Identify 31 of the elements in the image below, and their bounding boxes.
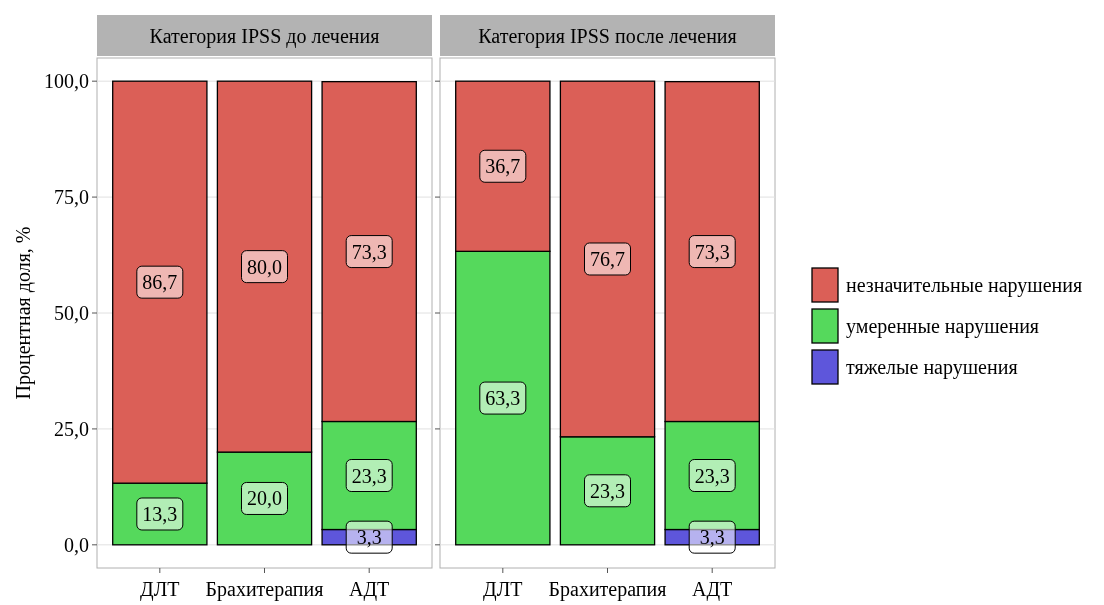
data-label: 23,3 (351, 464, 387, 487)
data-label: 76,7 (590, 247, 625, 270)
chart-title: Категория IPSS до лечения (149, 24, 380, 48)
data-label: 20,0 (247, 487, 282, 510)
y-tick-label: 0,0 (64, 533, 89, 556)
y-tick-label: 50,0 (54, 302, 89, 324)
data-label: 86,7 (142, 271, 178, 294)
x-tick-label: ДЛТ (140, 578, 180, 601)
data-label: 73,3 (351, 240, 387, 263)
data-label: 63,3 (485, 387, 521, 410)
data-label: 80,0 (247, 255, 282, 278)
y-tick-label: 100,0 (44, 70, 89, 93)
legend-label: тяжелые нарушения (846, 356, 1018, 379)
data-label: 36,7 (485, 155, 521, 178)
data-label: 23,3 (694, 464, 730, 487)
data-label: 3,3 (699, 526, 725, 549)
y-axis-title: Процентная доля, % (12, 226, 35, 400)
x-tick-label: ДЛТ (483, 578, 523, 601)
y-tick-label: 75,0 (54, 186, 89, 209)
data-label: 73,3 (694, 240, 730, 263)
data-label: 13,3 (142, 502, 178, 525)
data-label: 3,3 (356, 526, 382, 549)
x-tick-label: Брахитерапия (548, 578, 667, 601)
chart-title: Категория IPSS после лечения (478, 24, 737, 48)
legend-label: незначительные нарушения (846, 274, 1083, 297)
y-tick-label: 25,0 (54, 417, 89, 440)
data-label: 23,3 (590, 479, 625, 502)
x-tick-label: АДТ (692, 578, 733, 601)
x-tick-label: Брахитерапия (205, 578, 324, 601)
x-tick-label: АДТ (349, 578, 390, 601)
legend-label: умеренные нарушения (846, 315, 1040, 338)
